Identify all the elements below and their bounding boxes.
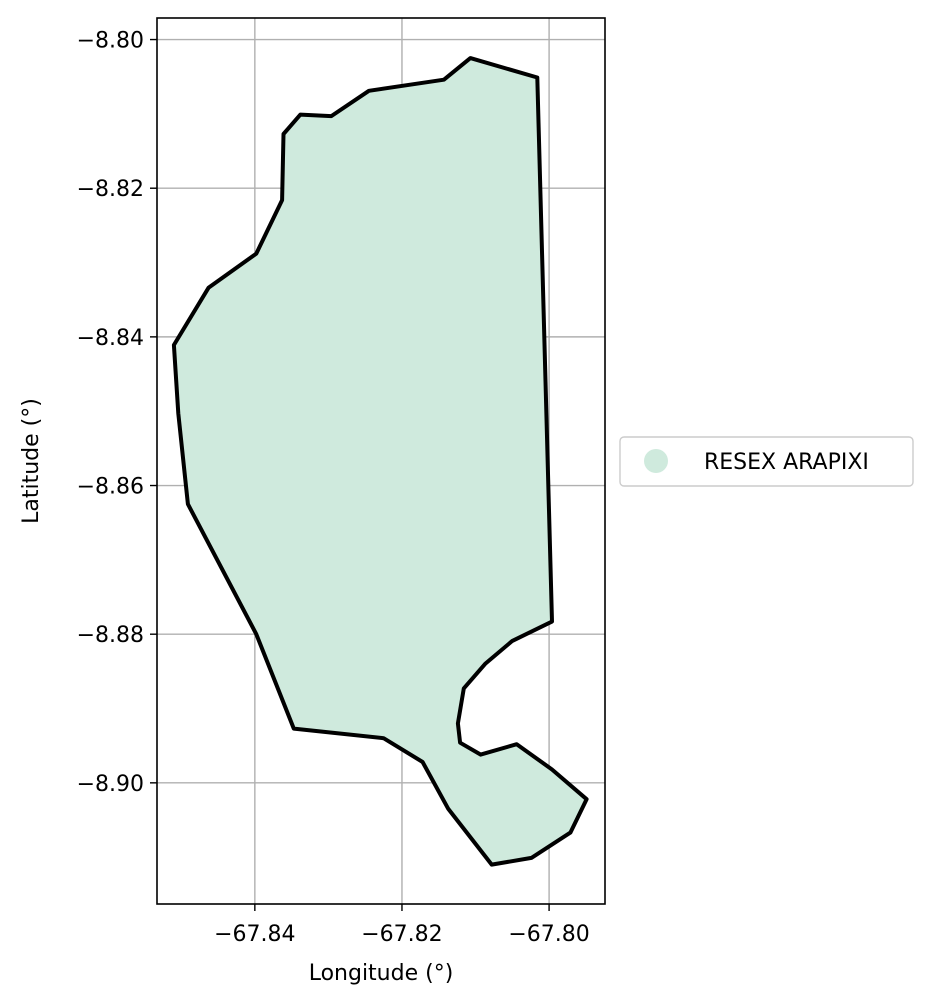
resex-arapixi-polygon [171, 56, 589, 867]
legend-marker [644, 449, 668, 473]
y-tick-label: −8.84 [77, 326, 144, 351]
legend: RESEX ARAPIXI [619, 436, 914, 487]
plot-area-frame [156, 17, 606, 905]
polygon-layer [171, 56, 589, 867]
y-tick-label: −8.80 [77, 29, 144, 54]
y-tick-label: −8.86 [77, 475, 144, 500]
y-tick-label: −8.82 [77, 177, 144, 202]
x-axis-label: Longitude (°) [309, 961, 454, 986]
x-tick-label: −67.82 [361, 922, 442, 947]
legend-box [619, 436, 914, 487]
legend-label: RESEX ARAPIXI [704, 450, 869, 475]
y-tick-label: −8.88 [77, 623, 144, 648]
x-tick-label: −67.84 [214, 922, 295, 947]
y-tick-label: −8.90 [77, 772, 144, 797]
tick-layer: −67.84 −67.82 −67.80 −8.80 −8.82 −8.84 −8.86 −8… [77, 29, 590, 947]
y-axis-label: Latitude (°) [19, 398, 44, 524]
x-tick-label: −67.80 [508, 922, 589, 947]
